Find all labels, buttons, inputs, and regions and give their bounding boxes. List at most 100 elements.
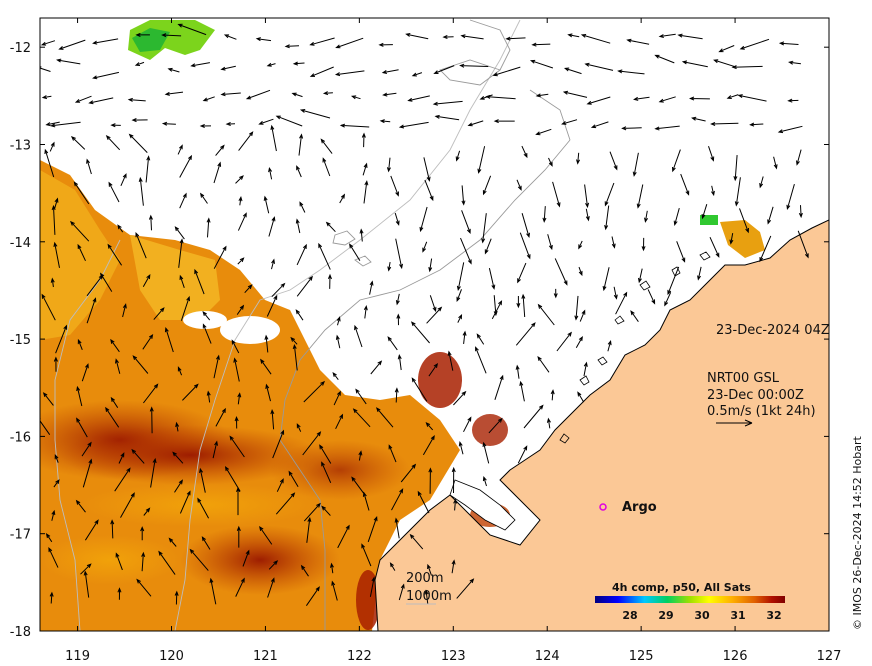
current-arrow	[145, 155, 151, 183]
current-arrow	[50, 121, 81, 128]
current-arrow	[76, 417, 88, 438]
current-arrow	[49, 141, 55, 152]
current-arrow	[394, 387, 399, 403]
current-arrow	[233, 357, 240, 382]
current-arrow	[84, 519, 99, 541]
current-arrow	[291, 92, 303, 98]
current-arrow	[680, 173, 690, 196]
current-arrow	[363, 180, 369, 204]
current-arrow	[115, 552, 123, 571]
current-arrow	[636, 184, 644, 209]
current-arrow	[143, 507, 151, 516]
current-arrow	[381, 69, 399, 74]
current-arrow	[370, 360, 383, 375]
current-arrow	[456, 262, 465, 292]
current-arrow	[654, 125, 680, 131]
current-arrow	[302, 431, 322, 456]
current-arrow	[88, 97, 114, 105]
current-arrow	[734, 177, 741, 207]
current-arrow	[561, 119, 578, 125]
current-arrow	[488, 417, 503, 434]
current-arrow	[199, 467, 206, 493]
current-arrow	[485, 94, 516, 100]
current-arrow	[611, 236, 616, 249]
current-arrow	[604, 182, 615, 207]
current-arrow	[442, 34, 454, 39]
current-arrow	[796, 149, 802, 166]
current-arrow	[40, 417, 51, 435]
current-arrow	[321, 505, 331, 516]
current-arrow	[131, 118, 148, 123]
current-arrow	[607, 339, 612, 352]
current-arrow	[80, 563, 92, 575]
sst-cool-patch	[40, 170, 120, 340]
current-arrow	[362, 491, 370, 511]
current-arrow	[554, 258, 568, 286]
current-arrow	[110, 123, 121, 128]
current-arrow	[73, 181, 90, 205]
current-arrow	[677, 33, 703, 40]
current-arrow	[604, 205, 610, 231]
current-arrow	[179, 192, 187, 209]
current-arrow	[394, 517, 400, 539]
current-arrow	[580, 34, 611, 44]
current-arrow	[429, 295, 437, 313]
current-arrow	[148, 214, 153, 231]
current-arrow	[477, 146, 486, 174]
current-arrow	[354, 324, 363, 348]
lon-tick-label: 120	[159, 649, 184, 664]
current-arrow	[484, 238, 492, 255]
current-arrow	[258, 118, 274, 125]
current-arrow	[276, 478, 284, 492]
coastal-islands	[559, 251, 711, 444]
current-arrow	[397, 354, 402, 371]
current-arrow	[105, 406, 120, 428]
lat-tick-label: -18	[10, 625, 31, 640]
colorbar-tick-label: 29	[658, 609, 673, 622]
current-arrow	[235, 175, 244, 184]
current-arrow	[481, 213, 487, 244]
current-arrow	[701, 204, 708, 220]
current-arrow	[236, 304, 245, 315]
current-arrow	[295, 309, 304, 321]
current-arrow	[92, 38, 119, 45]
current-arrow	[55, 324, 68, 354]
current-arrow	[584, 62, 614, 71]
current-source-label: NRT00 GSL	[707, 371, 780, 386]
current-arrow	[676, 241, 686, 263]
current-arrow	[388, 444, 397, 463]
current-arrow	[521, 293, 526, 318]
current-arrow	[272, 429, 285, 459]
current-arrow	[53, 241, 60, 268]
current-arrow	[142, 273, 151, 288]
current-arrow	[535, 128, 552, 136]
latitude-axis: -12 -13 -14 -15 -16 -17 -18	[10, 41, 829, 640]
current-arrow	[41, 95, 52, 100]
lon-tick-label: 126	[723, 649, 748, 664]
current-arrow	[231, 339, 240, 354]
current-arrow	[213, 354, 220, 379]
current-arrow	[179, 490, 191, 514]
current-arrow	[263, 195, 270, 214]
current-arrow	[117, 224, 124, 233]
current-arrow	[482, 441, 490, 464]
current-arrow	[432, 100, 463, 106]
current-arrow	[50, 277, 55, 288]
current-arrow	[271, 258, 275, 270]
current-arrow	[387, 336, 398, 351]
current-arrow	[141, 551, 146, 572]
current-arrow	[546, 417, 551, 429]
current-arrow	[382, 92, 397, 97]
current-arrow	[132, 355, 149, 374]
current-arrow	[120, 492, 135, 518]
current-arrow	[482, 475, 487, 487]
colorbar	[595, 596, 785, 603]
current-arrow	[135, 232, 147, 259]
current-time-label: 23-Dec 00:00Z	[707, 388, 804, 403]
current-arrow	[552, 181, 561, 208]
current-arrow	[658, 96, 676, 103]
current-arrow	[237, 212, 247, 231]
current-arrow	[174, 479, 183, 493]
current-arrow	[75, 499, 86, 513]
current-arrow	[51, 204, 56, 235]
